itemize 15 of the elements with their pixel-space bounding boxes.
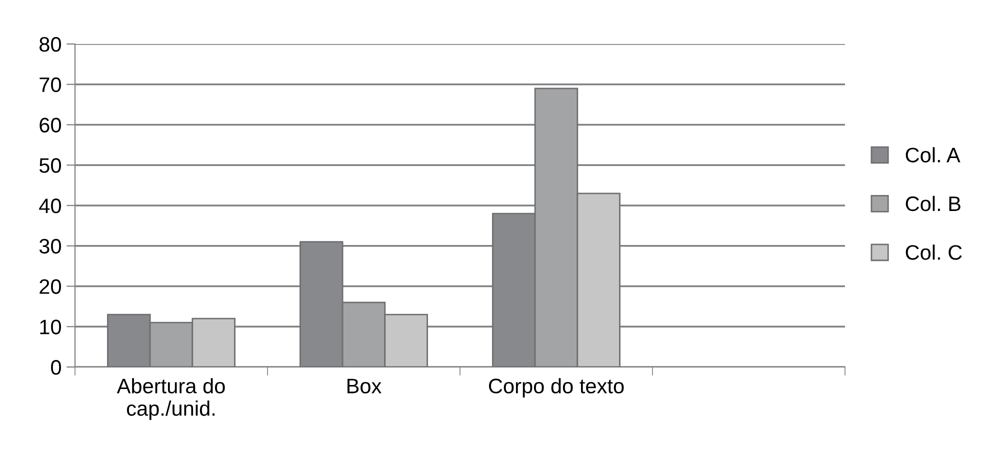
y-tick-label: 50 — [39, 158, 61, 173]
y-tick-label: 20 — [40, 279, 61, 294]
x-tick-label: Abertura do cap./unid. — [116, 378, 225, 420]
y-tick-label: 30 — [39, 238, 61, 254]
y-tick-label: 10 — [40, 320, 61, 334]
y-tick-label: 60 — [40, 118, 61, 133]
y-tick-label: 0 — [51, 360, 61, 375]
y-tick-label: 40 — [39, 198, 61, 214]
y-tick-label: 80 — [40, 37, 61, 52]
x-tick-label: Corpo do texto — [488, 378, 624, 398]
legend-label: Col. C — [906, 244, 962, 260]
x-tick-label: Box — [348, 378, 382, 394]
legend-label: Col. A — [906, 147, 960, 162]
y-tick-label: 70 — [40, 77, 61, 92]
legend-label: Col. B — [906, 196, 960, 212]
